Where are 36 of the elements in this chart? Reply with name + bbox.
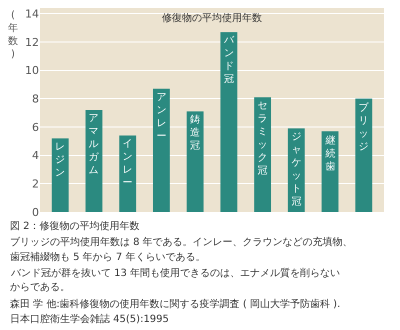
bar <box>86 110 102 212</box>
text: ブリッジの平均使用年数は 8 年である。インレー、クラウンなどの充填物、 <box>10 236 353 248</box>
text: からである。 <box>10 282 70 293</box>
y-tick-label: 6 <box>32 120 39 134</box>
text: 歯冠補綴物も 5 年から 7 年くらいである。 <box>10 251 206 263</box>
text: 日本口腔衛生学会雑誌 45(5):1995 <box>10 313 169 325</box>
bar <box>254 97 272 212</box>
bar <box>186 111 204 212</box>
x-tick-label: レジン <box>55 141 66 178</box>
y-tick-label: 12 <box>25 36 39 49</box>
x-tick-label: バンド冠 <box>222 35 235 86</box>
x-tick-label: 鋳造冠 <box>190 114 200 152</box>
y-tick-label: 14 <box>25 8 39 21</box>
text: バンド冠が群を抜いて 13 年間も使用できるのは、エナメル質を削らない <box>10 267 340 279</box>
bar <box>220 32 238 212</box>
x-tick-label: アマルガム <box>88 113 100 176</box>
bar <box>355 98 372 212</box>
text: 森田 学 他:歯科修復物の使用年数に関する疫学調査 ( 岡山大学予防歯科 ). <box>10 298 340 310</box>
bar <box>152 88 170 212</box>
x-tick-label: ブリッジ <box>358 102 370 153</box>
y-tick-label: 4 <box>32 149 39 162</box>
y-tick-label: 0 <box>32 206 39 219</box>
bar <box>119 136 136 212</box>
x-tick-label: セラミック冠 <box>258 100 268 176</box>
y-tick-label: 10 <box>25 64 39 78</box>
text: 修復物の平均使用年数 <box>162 12 262 24</box>
y-axis-title: (年数) <box>8 10 18 60</box>
y-tick-label: 8 <box>32 92 39 106</box>
y-tick-label: 2 <box>32 178 39 191</box>
x-tick-label: インレー <box>122 138 133 188</box>
x-tick-label: ジャケット冠 <box>291 131 302 208</box>
x-tick-label: 継続歯 <box>324 134 336 172</box>
caption: 図 2：修復物の平均使用年数 <box>10 220 140 232</box>
bar <box>288 128 305 212</box>
x-tick-label: アンレー <box>156 92 166 142</box>
bar <box>52 138 69 212</box>
